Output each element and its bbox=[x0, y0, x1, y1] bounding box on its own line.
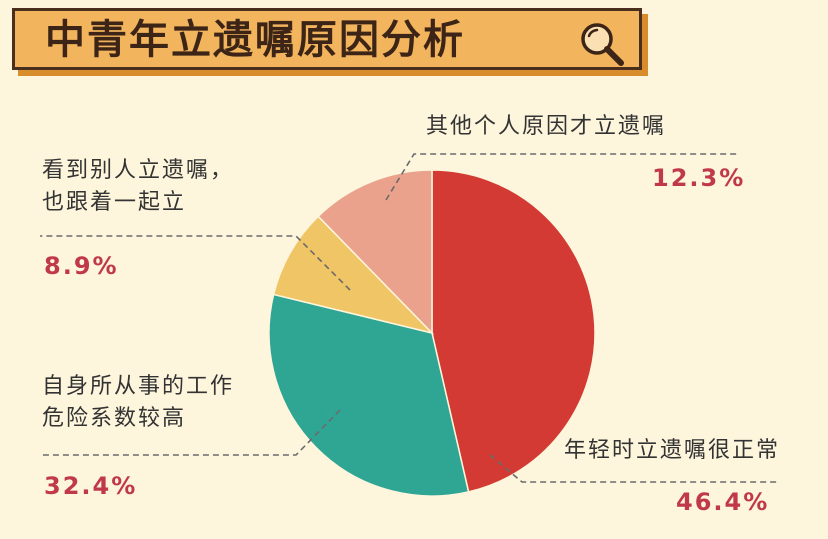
slice-label-follow-line2: 也跟着一起立 bbox=[42, 190, 187, 215]
slice-label-follow-line1: 看到别人立遗嘱， bbox=[42, 158, 235, 183]
slice-label-work-line2: 危险系数较高 bbox=[42, 406, 187, 431]
pie-slice-young bbox=[431, 169, 596, 493]
slice-label-work-line1: 自身所从事的工作 bbox=[42, 374, 235, 399]
pie-slice-follow bbox=[272, 215, 435, 335]
leader-line-other bbox=[385, 153, 740, 201]
leader-line-work bbox=[40, 409, 341, 456]
slice-percent-work: 32.4% bbox=[44, 472, 138, 500]
slice-percent-other: 12.3% bbox=[652, 164, 746, 192]
slice-label-other: 其他个人原因才立遗嘱 bbox=[426, 114, 667, 139]
chart-title: 中青年立遗嘱原因分析 bbox=[45, 17, 465, 63]
pie-slice-work bbox=[268, 293, 470, 497]
slice-percent-young: 46.4% bbox=[676, 488, 770, 516]
leader-line-follow bbox=[40, 235, 351, 291]
leader-line-young bbox=[489, 454, 780, 483]
slice-percent-follow: 8.9% bbox=[44, 252, 119, 280]
slice-label-young: 年轻时立遗嘱很正常 bbox=[564, 438, 781, 463]
magnifier-icon bbox=[581, 23, 624, 66]
pie-slice-other bbox=[317, 169, 433, 335]
title-banner: 中青年立遗嘱原因分析 bbox=[12, 8, 642, 70]
